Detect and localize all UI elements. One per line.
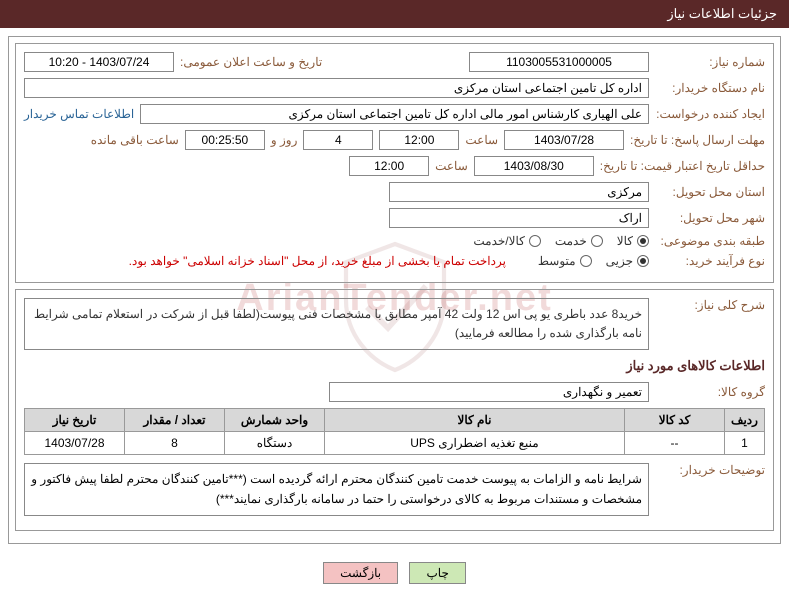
buyer-org-value: اداره کل تامین اجتماعی استان مرکزی xyxy=(24,78,649,98)
remaining-days: 4 xyxy=(303,130,373,150)
category-label: طبقه بندی موضوعی: xyxy=(655,234,765,248)
announce-label: تاریخ و ساعت اعلان عمومی: xyxy=(180,55,322,69)
cell-name: منبع تغذیه اضطراری UPS xyxy=(325,432,625,455)
radio-medium-label: متوسط xyxy=(538,254,576,268)
th-qty: تعداد / مقدار xyxy=(125,409,225,432)
buyer-org-label: نام دستگاه خریدار: xyxy=(655,81,765,95)
page-title: جزئیات اطلاعات نیاز xyxy=(667,6,777,21)
reply-deadline-time: 12:00 xyxy=(379,130,459,150)
days-label: روز و xyxy=(271,133,298,147)
group-label: گروه کالا: xyxy=(655,385,765,399)
radio-medium[interactable]: متوسط xyxy=(538,254,592,268)
page-header: جزئیات اطلاعات نیاز xyxy=(0,0,789,28)
cell-code: -- xyxy=(625,432,725,455)
table-row: 1 -- منبع تغذیه اضطراری UPS دستگاه 8 140… xyxy=(25,432,765,455)
summary-box: شرح کلی نیاز: خرید8 عدد باطری یو پی اس 1… xyxy=(15,289,774,531)
radio-goods-label: کالا xyxy=(617,234,633,248)
need-details-box: شماره نیاز: 1103005531000005 تاریخ و ساع… xyxy=(15,43,774,283)
cell-unit: دستگاه xyxy=(225,432,325,455)
buyer-contact-link[interactable]: اطلاعات تماس خریدار xyxy=(24,107,134,121)
th-row: ردیف xyxy=(725,409,765,432)
radio-goods-service-label: کالا/خدمت xyxy=(473,234,524,248)
price-valid-label: حداقل تاریخ اعتبار قیمت: تا تاریخ: xyxy=(600,159,765,173)
radio-goods-service[interactable]: کالا/خدمت xyxy=(473,234,540,248)
payment-notice: پرداخت تمام یا بخشی از مبلغ خرید، از محل… xyxy=(129,254,506,268)
remaining-label: ساعت باقی مانده xyxy=(91,133,179,147)
radio-service[interactable]: خدمت xyxy=(555,234,603,248)
th-date: تاریخ نیاز xyxy=(25,409,125,432)
back-button[interactable]: بازگشت xyxy=(323,562,398,584)
price-valid-date: 1403/08/30 xyxy=(474,156,594,176)
cell-qty: 8 xyxy=(125,432,225,455)
th-code: کد کالا xyxy=(625,409,725,432)
radio-partial-label: جزیی xyxy=(606,254,633,268)
th-unit: واحد شمارش xyxy=(225,409,325,432)
requester-label: ایجاد کننده درخواست: xyxy=(655,107,765,121)
reply-deadline-label: مهلت ارسال پاسخ: تا تاریخ: xyxy=(630,133,765,147)
delivery-city-value: اراک xyxy=(389,208,649,228)
delivery-province-label: استان محل تحویل: xyxy=(655,185,765,199)
th-name: نام کالا xyxy=(325,409,625,432)
main-panel: ArianTender.net شماره نیاز: 110300553100… xyxy=(8,36,781,544)
need-number-value: 1103005531000005 xyxy=(469,52,649,72)
time-label-2: ساعت xyxy=(435,159,468,173)
reply-deadline-date: 1403/07/28 xyxy=(504,130,624,150)
radio-goods[interactable]: کالا xyxy=(617,234,649,248)
delivery-city-label: شهر محل تحویل: xyxy=(655,211,765,225)
radio-service-label: خدمت xyxy=(555,234,587,248)
items-section-title: اطلاعات کالاهای مورد نیاز xyxy=(24,358,765,374)
summary-text: خرید8 عدد باطری یو پی اس 12 ولت 42 آمپر … xyxy=(24,298,649,350)
delivery-province-value: مرکزی xyxy=(389,182,649,202)
remaining-time: 00:25:50 xyxy=(185,130,265,150)
announce-value: 1403/07/24 - 10:20 xyxy=(24,52,174,72)
need-number-label: شماره نیاز: xyxy=(655,55,765,69)
process-radio-group: جزیی متوسط xyxy=(538,254,649,268)
buyer-notes-label: توضیحات خریدار: xyxy=(655,463,765,477)
cell-row: 1 xyxy=(725,432,765,455)
process-label: نوع فرآیند خرید: xyxy=(655,254,765,268)
group-value: تعمیر و نگهداری xyxy=(329,382,649,402)
items-table: ردیف کد کالا نام کالا واحد شمارش تعداد /… xyxy=(24,408,765,455)
category-radio-group: کالا خدمت کالا/خدمت xyxy=(473,234,649,248)
summary-label: شرح کلی نیاز: xyxy=(655,298,765,312)
price-valid-time: 12:00 xyxy=(349,156,429,176)
print-button[interactable]: چاپ xyxy=(409,562,465,584)
radio-partial[interactable]: جزیی xyxy=(606,254,649,268)
requester-value: علی الهیاری کارشناس امور مالی اداره کل ت… xyxy=(140,104,649,124)
footer-buttons: چاپ بازگشت xyxy=(0,552,789,594)
time-label-1: ساعت xyxy=(465,133,498,147)
cell-date: 1403/07/28 xyxy=(25,432,125,455)
buyer-notes-text: شرایط نامه و الزامات به پیوست خدمت تامین… xyxy=(24,463,649,515)
